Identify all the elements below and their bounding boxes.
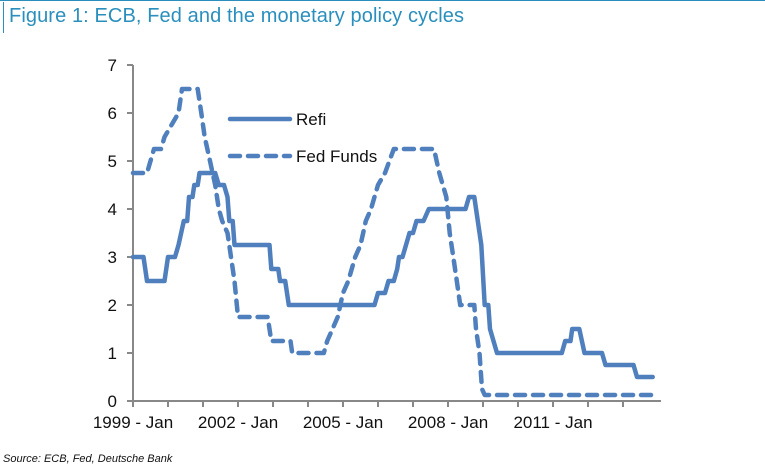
y-tick-label: 7: [108, 56, 117, 75]
series-line-fed-funds: [130, 86, 654, 398]
title-accent-bar: [3, 2, 4, 33]
axes: 0 1 2 3 4 5 6 7 1999 - Jan 2002 - Jan 2005 - Jan 20…: [93, 56, 661, 432]
x-tick-label: 2011 - Jan: [513, 413, 592, 432]
series-group: [130, 86, 655, 398]
y-tick-label: 5: [108, 152, 117, 171]
y-tick-label: 4: [108, 200, 117, 219]
source-note: Source: ECB, Fed, Deutsche Bank: [3, 453, 173, 465]
y-tick-label: 2: [108, 296, 117, 315]
figure-title: Figure 1: ECB, Fed and the monetary poli…: [9, 5, 465, 27]
x-tick-label: 2002 - Jan: [198, 413, 278, 432]
x-tick-label: 2005 - Jan: [303, 413, 383, 432]
y-tick-label: 6: [108, 104, 117, 123]
y-tick-label: 0: [108, 392, 117, 411]
y-tick-label: 1: [108, 344, 117, 363]
y-tick-label: 3: [108, 248, 117, 267]
legend-label-refi: Refi: [296, 110, 326, 129]
legend: Refi Fed Funds: [227, 110, 377, 166]
x-tick-label: 2008 - Jan: [408, 413, 488, 432]
series-line-refi: [130, 170, 655, 380]
title-bar: Figure 1: ECB, Fed and the monetary poli…: [0, 0, 765, 34]
legend-label-fed-funds: Fed Funds: [296, 147, 377, 166]
x-tick-label: 1999 - Jan: [93, 413, 173, 432]
